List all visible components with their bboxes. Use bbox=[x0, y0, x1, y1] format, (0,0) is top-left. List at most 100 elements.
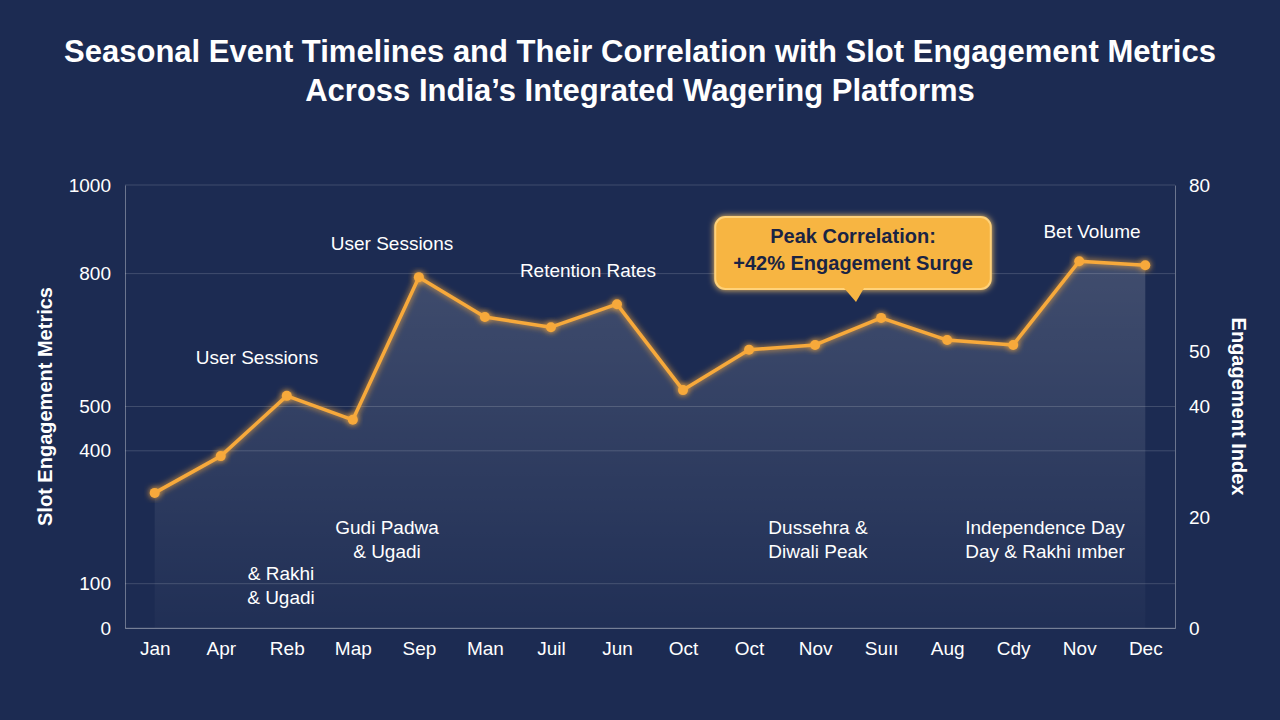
tick-label: Jun bbox=[602, 638, 633, 659]
tick-label: Suıı bbox=[865, 638, 899, 659]
annotation-text: Day & Rakhi ımber bbox=[965, 541, 1125, 562]
callout-pointer bbox=[844, 288, 864, 302]
tick-label: Juil bbox=[537, 638, 566, 659]
tick-label: Oct bbox=[669, 638, 699, 659]
tick-label: Nov bbox=[1063, 638, 1097, 659]
annotation-text: & Rakhi bbox=[248, 563, 315, 584]
axis-line bbox=[1175, 186, 1176, 629]
tick-label: Cdy bbox=[997, 638, 1031, 659]
marker bbox=[678, 385, 688, 395]
marker bbox=[282, 391, 292, 401]
annotation: & Rakhi & Ugadi bbox=[247, 563, 315, 608]
tick-label: 1000 bbox=[69, 175, 111, 196]
tick-label: 100 bbox=[79, 573, 111, 594]
annotation: Gudi Padwa & Ugadi bbox=[335, 517, 439, 562]
tick-label: 0 bbox=[100, 618, 111, 639]
tick-label: Map bbox=[335, 638, 372, 659]
callout-text: Peak Correlation: bbox=[770, 225, 936, 247]
y2-axis-title: Engagement Index bbox=[1228, 318, 1250, 496]
callout-box bbox=[715, 217, 991, 289]
tick-label: Sep bbox=[402, 638, 436, 659]
title: Seasonal Event Timelines and Their Corre… bbox=[64, 34, 1216, 108]
tick: Nov bbox=[1063, 628, 1097, 659]
tick: 400 bbox=[79, 440, 125, 461]
chart: Seasonal Event Timelines and Their Corre… bbox=[0, 0, 1280, 720]
tick-label: 40 bbox=[1189, 396, 1210, 417]
marker bbox=[480, 312, 490, 322]
tick: 100 bbox=[79, 573, 125, 594]
marker bbox=[216, 451, 226, 461]
y-axis: 0 100 400 500 800 1000 bbox=[69, 175, 126, 639]
annotations: User SessionsUser SessionsRetention Rate… bbox=[196, 217, 1141, 608]
annotation-text: & Ugadi bbox=[247, 587, 315, 608]
grid-line bbox=[125, 185, 1175, 186]
tick-label: Man bbox=[467, 638, 504, 659]
tick: Dec bbox=[1129, 628, 1163, 659]
grid bbox=[125, 185, 1175, 628]
marker bbox=[546, 322, 556, 332]
area bbox=[155, 261, 1146, 628]
tick: 50 bbox=[1175, 341, 1210, 362]
marker bbox=[1140, 260, 1150, 270]
tick-label: Aug bbox=[931, 638, 965, 659]
tick: 20 bbox=[1175, 507, 1210, 528]
annotation: Independence Day Day & Rakhi ımber bbox=[965, 517, 1125, 562]
tick: Oct bbox=[735, 628, 765, 659]
annotation: Dussehra & Diwali Peak bbox=[768, 517, 868, 562]
background bbox=[0, 0, 1280, 720]
annotation-text: Bet Volume bbox=[1043, 221, 1140, 242]
callout: Peak Correlation: +42% Engagement Surge bbox=[715, 217, 991, 302]
tick-label: 500 bbox=[79, 396, 111, 417]
tick-label: Apr bbox=[206, 638, 236, 659]
tick: 1000 bbox=[69, 175, 125, 196]
tick-label: Oct bbox=[735, 638, 765, 659]
y2-axis: 0 20 40 50 80 bbox=[1175, 175, 1210, 639]
marker bbox=[414, 272, 424, 282]
axis-line bbox=[125, 186, 126, 629]
annotation-text: Independence Day bbox=[965, 517, 1125, 538]
tick-label: Dec bbox=[1129, 638, 1163, 659]
annotation-text: & Ugadi bbox=[353, 541, 421, 562]
tick-label: 0 bbox=[1189, 618, 1200, 639]
tick-label: 80 bbox=[1189, 175, 1210, 196]
axis-line bbox=[126, 628, 1176, 629]
tick: 500 bbox=[79, 396, 125, 417]
marker bbox=[150, 488, 160, 498]
marker bbox=[876, 313, 886, 323]
callout-text: +42% Engagement Surge bbox=[733, 252, 973, 274]
tick: 0 bbox=[1175, 618, 1200, 639]
plot-area bbox=[150, 256, 1151, 628]
marker bbox=[744, 345, 754, 355]
tick: 40 bbox=[1175, 396, 1210, 417]
tick: Aug bbox=[931, 628, 965, 659]
tick: 80 bbox=[1175, 175, 1210, 196]
annotation: User Sessions bbox=[331, 233, 454, 254]
tick-label: Nov bbox=[799, 638, 833, 659]
annotation-text: Gudi Padwa bbox=[335, 517, 439, 538]
annotation: Bet Volume bbox=[1043, 221, 1140, 242]
tick: Sep bbox=[402, 628, 436, 659]
marker bbox=[942, 335, 952, 345]
marker bbox=[1074, 256, 1084, 266]
tick: 0 bbox=[100, 618, 125, 639]
annotation-text: Retention Rates bbox=[520, 260, 656, 281]
annotation: Retention Rates bbox=[520, 260, 656, 281]
tick: Nov bbox=[799, 628, 833, 659]
tick-label: Jan bbox=[140, 638, 171, 659]
y-axis-title: Slot Engagement Metrics bbox=[34, 287, 56, 526]
annotation-text: Dussehra & bbox=[768, 517, 868, 538]
tick: Jan bbox=[140, 628, 171, 659]
marker bbox=[348, 415, 358, 425]
tick: Oct bbox=[669, 628, 699, 659]
marker bbox=[612, 299, 622, 309]
tick: Reb bbox=[270, 628, 305, 659]
tick-label: 50 bbox=[1189, 341, 1210, 362]
tick: Map bbox=[335, 628, 372, 659]
marker bbox=[1008, 340, 1018, 350]
annotation-text: Diwali Peak bbox=[768, 541, 868, 562]
tick: Cdy bbox=[997, 628, 1031, 659]
tick-label: 400 bbox=[79, 440, 111, 461]
annotation-text: User Sessions bbox=[331, 233, 454, 254]
tick: 800 bbox=[79, 263, 125, 284]
tick: Man bbox=[467, 628, 504, 659]
